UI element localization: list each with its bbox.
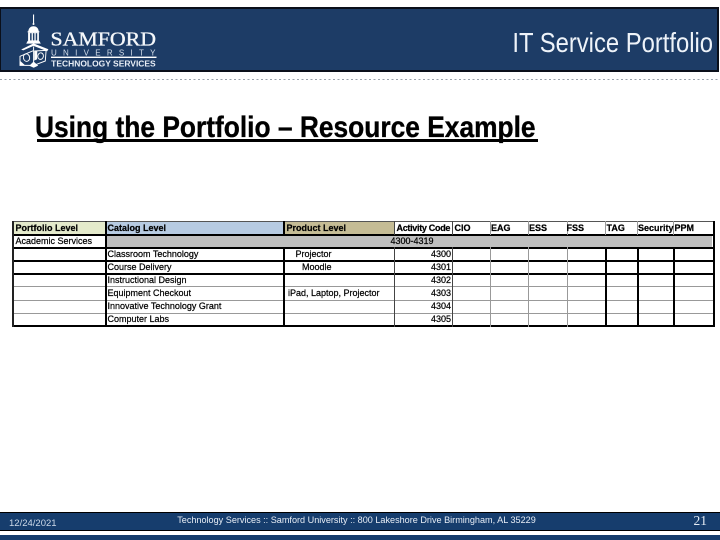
svg-text:TECHNOLOGY SERVICES: TECHNOLOGY SERVICES <box>51 60 156 69</box>
svg-text:SAMFORD: SAMFORD <box>51 29 157 51</box>
